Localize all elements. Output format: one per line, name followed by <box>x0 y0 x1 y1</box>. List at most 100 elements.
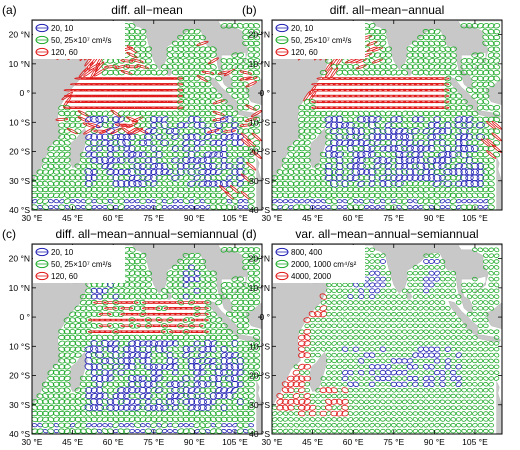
ellipse-green <box>353 422 359 428</box>
ellipse-green <box>439 411 446 416</box>
ellipse-blue <box>335 162 344 170</box>
legend-text: 2000, 1000 cm⁴/s² <box>291 260 357 269</box>
ellipse-blue <box>138 139 147 146</box>
ellipse-green <box>417 317 424 323</box>
ellipse-red <box>196 312 209 316</box>
ellipse-green <box>282 417 289 422</box>
ellipse-green <box>407 288 413 294</box>
ellipse-green <box>188 128 196 134</box>
ellipse-red <box>190 330 204 334</box>
ellipse-green <box>36 198 44 205</box>
ellipse-green <box>161 334 169 341</box>
landmass <box>496 381 502 434</box>
lat-tick-label: 40 °S <box>9 205 30 215</box>
ellipse-green <box>253 276 261 282</box>
ellipse-green <box>231 110 239 117</box>
ellipse-green <box>353 311 359 317</box>
ellipse-green <box>471 93 479 99</box>
ellipse-green <box>493 364 500 370</box>
ellipse-blue <box>150 128 158 135</box>
ellipse-green <box>380 399 386 405</box>
ellipse-green <box>63 369 71 376</box>
ellipse-green <box>455 341 462 346</box>
legend-text: 20, 10 <box>51 24 74 33</box>
ellipse-red <box>196 306 209 310</box>
ellipse-green <box>396 317 402 323</box>
ellipse-blue <box>182 375 191 382</box>
ellipse-green <box>215 299 223 306</box>
ellipse-green <box>193 64 201 70</box>
ellipse-green <box>209 192 217 199</box>
ellipse-green <box>32 204 39 210</box>
ellipse-green <box>483 376 489 381</box>
ellipse-blue <box>193 387 201 394</box>
ellipse-blue <box>324 150 333 159</box>
ellipse-green <box>455 335 462 340</box>
ellipse-green <box>303 116 311 123</box>
ellipse-red <box>179 306 193 310</box>
ellipse-green <box>439 422 446 428</box>
ellipse-blue <box>165 128 175 135</box>
ellipse-green <box>449 46 457 52</box>
ellipse-green <box>434 253 440 259</box>
ellipse-green <box>236 116 244 123</box>
ellipse-red <box>196 40 209 46</box>
ellipse-blue <box>455 381 462 388</box>
ellipse-green <box>379 52 387 58</box>
ellipse-green <box>139 52 147 58</box>
ellipse-blue <box>75 199 81 204</box>
ellipse-green <box>379 40 387 47</box>
ellipse-green <box>209 270 217 276</box>
ellipse-green <box>363 181 371 187</box>
ellipse-green <box>315 317 321 323</box>
ellipse-red <box>93 318 106 322</box>
ellipse-green <box>418 358 424 364</box>
ellipse-green <box>182 264 190 271</box>
ellipse-blue <box>127 345 137 353</box>
ellipse-green <box>161 410 169 417</box>
ellipse-green <box>347 417 354 422</box>
ellipse-blue <box>128 340 137 347</box>
ellipse-green <box>444 110 452 117</box>
ellipse-blue <box>192 133 202 141</box>
ellipse-green <box>106 122 115 128</box>
ellipse-green <box>465 58 474 64</box>
ellipse-blue <box>220 352 228 359</box>
ellipse-green <box>434 393 440 399</box>
ellipse-green <box>247 46 255 52</box>
ellipse-green <box>112 311 120 317</box>
ellipse-green <box>428 341 435 346</box>
ellipse-green <box>144 52 152 58</box>
ellipse-green <box>439 270 446 276</box>
ellipse-green <box>433 34 441 41</box>
ellipse-green <box>96 181 104 187</box>
ellipse-blue <box>182 293 190 300</box>
ellipse-green <box>466 288 473 294</box>
ellipse-red <box>120 318 134 322</box>
ellipse-blue <box>214 180 223 188</box>
ellipse-green <box>215 192 223 199</box>
ellipse-green <box>445 311 451 317</box>
ellipse-green <box>423 393 429 399</box>
lon-tick-label: 30 °E <box>262 437 283 447</box>
ellipse-green <box>347 335 354 340</box>
map-frame <box>271 19 503 211</box>
ellipse-green <box>423 411 429 416</box>
ellipse-green <box>36 169 44 175</box>
ellipse-green <box>253 346 261 353</box>
ellipse-blue <box>69 423 76 428</box>
ellipse-green <box>58 399 66 405</box>
ellipse-green <box>236 247 244 253</box>
ellipse-blue <box>304 199 310 204</box>
ellipse-green <box>461 428 467 434</box>
lat-tick-label: 0 ° <box>260 312 271 322</box>
ellipse-green <box>139 288 147 294</box>
lon-tick-label: 90 °E <box>184 213 205 223</box>
ellipse-blue <box>127 151 137 158</box>
ellipse-green <box>304 382 310 387</box>
panel-title: diff. all−mean−annual−semiannual <box>56 227 239 241</box>
ellipse-green <box>242 247 250 253</box>
ellipse-green <box>74 311 82 317</box>
ellipse-green <box>472 346 478 352</box>
ellipse-green <box>471 64 479 70</box>
